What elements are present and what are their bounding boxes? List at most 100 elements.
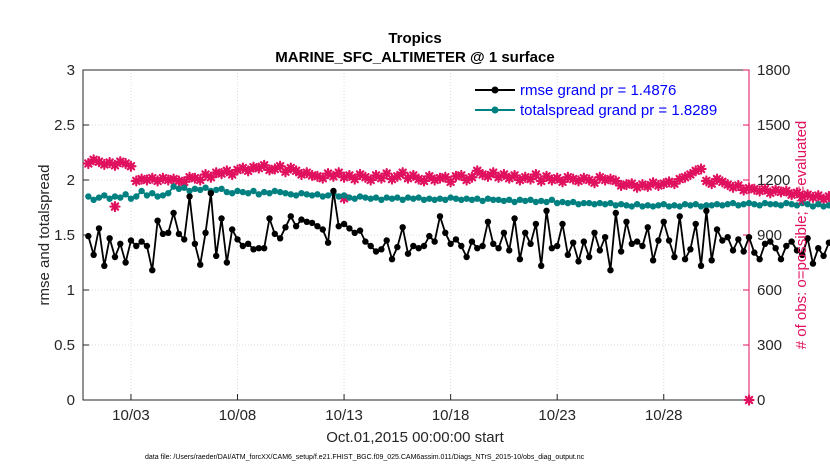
obs-point — [327, 170, 340, 182]
rmse-point — [708, 257, 715, 264]
rmse-point — [687, 246, 694, 253]
obs-point — [109, 200, 121, 213]
rmse-point — [95, 225, 103, 232]
totalspread-point — [399, 196, 406, 203]
rmse-point — [580, 238, 588, 245]
rmse-point — [474, 245, 481, 252]
rmse-point — [745, 234, 753, 241]
obs-point — [498, 168, 510, 181]
rmse-point — [820, 252, 827, 260]
rmse-point — [724, 234, 731, 241]
totalspread-point — [703, 202, 710, 209]
totalspread-point — [783, 199, 790, 207]
rmse-point — [239, 242, 247, 250]
totalspread-point — [298, 190, 305, 197]
totalspread-point — [436, 195, 444, 202]
rmse-point — [399, 224, 406, 231]
obs-point — [397, 167, 409, 179]
rmse-point — [410, 242, 417, 250]
rmse-point — [415, 245, 422, 252]
obs-point — [343, 169, 355, 182]
obs-point — [477, 168, 489, 181]
totalspread-point — [580, 199, 588, 207]
obs-point — [743, 182, 755, 194]
y-right-tick-label: 600 — [757, 282, 782, 299]
rmse-point — [703, 207, 710, 214]
totalspread-point — [708, 202, 715, 209]
rmse-point — [607, 267, 614, 274]
totalspread-point — [308, 192, 316, 199]
totalspread-point — [500, 197, 508, 205]
totalspread-point — [665, 203, 673, 210]
totalspread-point — [314, 191, 321, 198]
rmse-point — [713, 226, 721, 233]
totalspread-point — [197, 186, 204, 194]
obs-point — [482, 170, 494, 182]
obs-point — [226, 168, 238, 181]
rmse-point — [303, 218, 310, 225]
totalspread-point — [223, 188, 231, 196]
rmse-point — [799, 251, 806, 258]
obs-point — [354, 168, 366, 181]
rmse-point — [729, 247, 737, 254]
obs-point — [258, 159, 270, 171]
totalspread-point — [383, 194, 390, 201]
totalspread-point — [213, 186, 220, 194]
rmse-point — [815, 245, 822, 252]
rmse-point — [159, 230, 167, 238]
obs-point — [205, 171, 217, 183]
obs-point — [663, 176, 675, 188]
totalspread-point — [319, 193, 326, 200]
rmse-point — [271, 230, 279, 238]
obs-point — [450, 170, 462, 182]
rmse-point — [154, 217, 161, 224]
obs-point — [167, 173, 180, 185]
obs-point — [764, 187, 776, 199]
y-left-tick-label: 1.5 — [54, 227, 75, 244]
rmse-point — [553, 242, 561, 250]
obs-point — [237, 162, 249, 174]
obs-point — [647, 177, 659, 189]
rmse-point — [404, 250, 412, 257]
obs-point — [114, 156, 126, 168]
rmse-point — [751, 249, 758, 256]
obs-point — [535, 175, 547, 187]
obs-point — [317, 172, 329, 184]
rmse-point — [527, 240, 534, 247]
obs-point — [322, 167, 334, 180]
totalspread-point — [426, 195, 433, 202]
rmse-point — [250, 246, 257, 253]
rmse-point — [330, 187, 337, 195]
totalspread-point — [676, 203, 683, 210]
rmse-point — [692, 220, 699, 228]
totalspread-point — [569, 198, 577, 206]
rmse-point — [202, 229, 209, 236]
obs-point — [652, 179, 665, 192]
totalspread-point — [761, 199, 769, 207]
totalspread-point — [111, 193, 119, 200]
obs-point — [759, 183, 771, 195]
rmse-point — [308, 219, 316, 227]
rmse-point — [559, 220, 566, 228]
totalspread-point — [181, 184, 188, 191]
rmse-point — [500, 229, 508, 236]
rmse-point — [133, 242, 140, 250]
obs-point — [365, 174, 377, 186]
rmse-point — [388, 256, 396, 263]
legend: rmse grand pr = 1.4876 totalspread grand… — [475, 82, 717, 119]
rmse-point — [292, 223, 300, 230]
obs-point — [519, 171, 531, 183]
rmse-point — [458, 242, 465, 250]
obs-point — [636, 178, 649, 191]
obs-point — [386, 173, 398, 185]
rmse-point — [255, 245, 263, 252]
rmse-point — [761, 240, 769, 247]
rmse-point — [756, 256, 763, 263]
legend-marker-rmse — [491, 86, 499, 94]
totalspread-point — [660, 201, 667, 208]
totalspread-point — [575, 201, 582, 208]
obs-point — [429, 174, 441, 186]
obs-point — [556, 176, 569, 188]
totalspread-point — [767, 201, 774, 208]
